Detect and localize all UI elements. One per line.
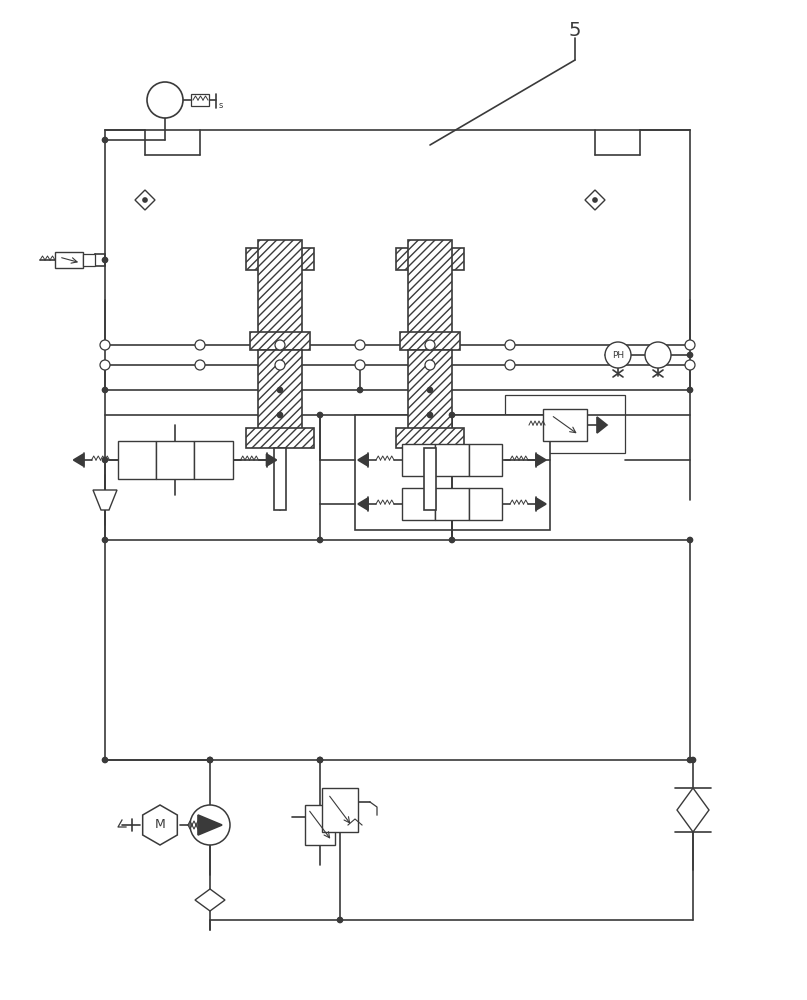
Polygon shape <box>677 788 709 832</box>
Circle shape <box>688 538 692 542</box>
Circle shape <box>425 340 435 350</box>
Bar <box>194 441 232 479</box>
Circle shape <box>688 758 692 762</box>
Circle shape <box>207 758 212 762</box>
Bar <box>83 254 95 266</box>
Circle shape <box>449 412 454 418</box>
Bar <box>408 350 452 430</box>
Polygon shape <box>536 454 546 466</box>
Circle shape <box>317 412 323 418</box>
Circle shape <box>317 758 323 762</box>
Circle shape <box>102 758 107 762</box>
Polygon shape <box>93 490 117 510</box>
Circle shape <box>337 918 342 922</box>
Circle shape <box>102 137 107 142</box>
Circle shape <box>685 360 695 370</box>
Circle shape <box>102 257 107 262</box>
Bar <box>408 240 452 350</box>
Circle shape <box>102 538 107 542</box>
Circle shape <box>207 758 212 762</box>
Bar <box>435 488 469 520</box>
Bar <box>55 252 83 268</box>
Text: M: M <box>155 818 165 832</box>
Bar <box>191 94 209 106</box>
Bar <box>435 444 469 476</box>
Circle shape <box>195 340 205 350</box>
Bar <box>118 441 156 479</box>
Circle shape <box>355 360 365 370</box>
Circle shape <box>102 387 107 392</box>
Polygon shape <box>135 190 155 210</box>
Circle shape <box>425 360 435 370</box>
Bar <box>400 332 460 350</box>
Circle shape <box>505 340 515 350</box>
Circle shape <box>605 342 631 368</box>
Polygon shape <box>536 498 546 510</box>
Bar <box>396 248 464 270</box>
Circle shape <box>317 758 323 762</box>
Bar <box>274 448 286 510</box>
Bar <box>402 444 435 476</box>
Circle shape <box>355 340 365 350</box>
Polygon shape <box>266 454 277 466</box>
Circle shape <box>275 360 285 370</box>
Text: 5: 5 <box>569 20 581 39</box>
Polygon shape <box>597 417 607 433</box>
Bar <box>424 448 436 510</box>
Polygon shape <box>198 815 222 835</box>
Circle shape <box>645 342 671 368</box>
Circle shape <box>685 340 695 350</box>
Polygon shape <box>358 498 368 510</box>
Circle shape <box>428 387 433 392</box>
Bar <box>258 240 302 350</box>
Circle shape <box>278 412 282 418</box>
Circle shape <box>358 387 362 392</box>
Bar <box>305 805 335 845</box>
Circle shape <box>428 412 433 418</box>
Circle shape <box>102 458 107 462</box>
Bar <box>246 428 314 448</box>
Bar <box>355 415 550 530</box>
Bar <box>469 444 502 476</box>
Text: PH: PH <box>612 351 624 360</box>
Circle shape <box>147 82 183 118</box>
Bar <box>543 409 587 441</box>
Bar <box>250 332 310 350</box>
Circle shape <box>691 758 696 762</box>
Circle shape <box>317 538 323 542</box>
Polygon shape <box>195 889 225 911</box>
Bar <box>322 788 358 832</box>
Bar <box>396 428 464 448</box>
Circle shape <box>100 340 110 350</box>
Circle shape <box>143 198 147 202</box>
Circle shape <box>505 360 515 370</box>
Circle shape <box>190 805 230 845</box>
Bar <box>156 441 194 479</box>
Polygon shape <box>73 454 83 466</box>
Polygon shape <box>358 454 368 466</box>
Bar <box>246 248 314 270</box>
Circle shape <box>688 387 692 392</box>
Circle shape <box>688 353 692 358</box>
Bar <box>258 350 302 430</box>
Circle shape <box>278 387 282 392</box>
Circle shape <box>449 538 454 542</box>
Bar <box>402 488 435 520</box>
Bar <box>469 488 502 520</box>
Circle shape <box>275 340 285 350</box>
Polygon shape <box>143 805 178 845</box>
Text: s: s <box>219 101 224 109</box>
Circle shape <box>593 198 597 202</box>
Bar <box>505 395 625 453</box>
Polygon shape <box>585 190 605 210</box>
Circle shape <box>195 360 205 370</box>
Circle shape <box>100 360 110 370</box>
